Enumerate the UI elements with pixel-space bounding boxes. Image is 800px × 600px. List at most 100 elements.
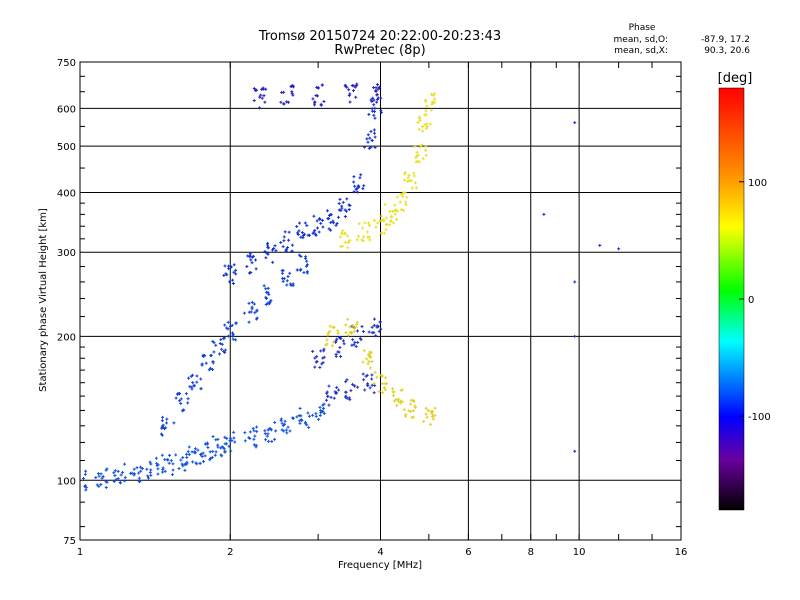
scatter-point [364,374,368,378]
scatter-point [208,366,212,370]
scatter-point [118,481,122,485]
scatter-point [228,280,232,284]
scatter-point [249,258,253,262]
scatter-point [339,354,343,358]
scatter-point [168,453,172,457]
scatter-point [132,467,136,471]
colorbar-tick-label: 0 [748,295,754,306]
scatter-point [274,249,278,253]
scatter-point [424,412,428,416]
scatter-point [225,326,229,330]
scatter-point [252,302,256,306]
scatter-point [355,190,359,194]
scatter-point [336,329,340,333]
scatter-point [264,302,268,306]
scatter-point [352,175,356,179]
scatter-point [374,334,378,338]
scatter-point [372,391,376,395]
scatter-point [279,419,283,423]
scatter-point [220,454,224,458]
scatter-point [281,279,285,283]
scatter-point [308,414,312,418]
scatter-point [393,212,397,216]
scatter-point [154,456,158,460]
scatter-point [266,286,270,290]
scatter-point [357,234,361,238]
scatter-points [81,82,621,492]
scatter-point [229,265,233,269]
scatter-point [254,443,258,447]
scatter-point [250,307,254,311]
scatter-point [351,324,355,328]
scatter-point [305,224,309,228]
scatter-point [280,271,284,275]
scatter-point [264,256,268,260]
scatter-point [179,397,183,401]
scatter-point [199,387,203,391]
scatter-point [371,96,375,100]
scatter-point [220,347,224,351]
scatter-point [203,442,207,446]
scatter-point [375,375,379,379]
scatter-point [382,218,386,222]
scatter-point [283,230,287,234]
scatter-point [148,460,152,464]
scatter-point [222,336,226,340]
scatter-point [424,109,428,113]
scatter-point [195,380,199,384]
scatter-point [282,239,286,243]
scatter-point [368,386,372,390]
scatter-point [253,434,257,438]
scatter-point [190,373,194,377]
scatter-point [431,93,435,97]
scatter-point [250,300,254,304]
scatter-point [140,467,144,471]
scatter-point [433,414,437,418]
scatter-point [199,377,203,381]
scatter-point [231,282,235,286]
scatter-point [319,411,323,415]
scatter-point [400,400,404,404]
scatter-point [84,486,88,490]
y-axis-title: Stationary phase Virtual Height [km] [38,208,49,392]
scatter-point [363,145,367,149]
scatter-point [223,435,227,439]
scatter-point [272,246,276,250]
scatter-point [329,395,333,399]
scatter-point [314,412,318,416]
x-tick-label: 6 [465,547,471,558]
y-tick-label: 200 [57,332,76,343]
scatter-point [431,102,435,106]
scatter-point [411,409,415,413]
scatter-point [304,422,308,426]
scatter-point [320,83,324,87]
scatter-point [99,472,103,476]
scatter-point [214,343,218,347]
scatter-point [361,360,365,364]
scatter-point [129,471,133,475]
scatter-point [149,473,153,477]
scatter-point [291,282,295,286]
x-tick-label: 1 [77,547,83,558]
scatter-point [254,258,258,262]
scatter-point [361,226,365,230]
scatter-point [299,414,303,418]
scatter-point [344,390,348,394]
scatter-point [283,419,287,423]
scatter-point [357,222,361,226]
scatter-point [424,126,428,130]
scatter-point [284,428,288,432]
scatter-point [226,334,230,338]
scatter-point [388,209,392,213]
scatter-point [433,100,437,104]
scatter-point [232,430,236,434]
scatter-point [252,443,256,447]
scatter-point [354,95,358,99]
scatter-point [423,123,427,127]
scatter-point [319,221,323,225]
scatter-point [211,449,215,453]
scatter-point [84,469,88,473]
scatter-point [370,138,374,142]
scatter-point [355,82,359,86]
scatter-point [404,200,408,204]
